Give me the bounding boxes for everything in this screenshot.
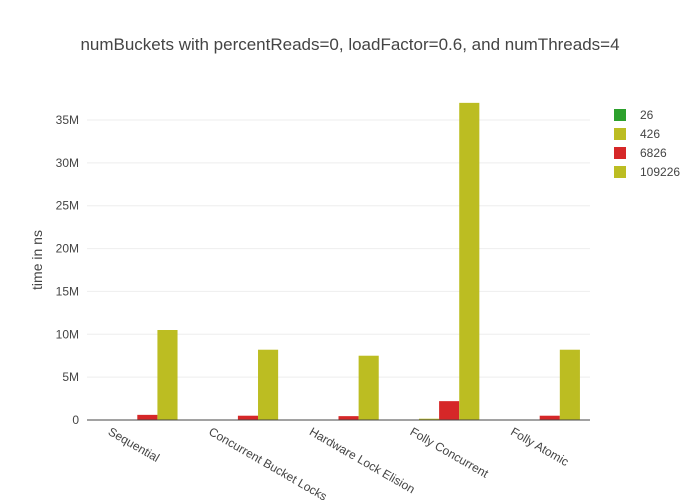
x-axis-ticks: Sequential Concurrent Bucket LocksHardwar… [106,424,571,500]
bars [97,102,580,420]
legend-swatch [614,128,626,140]
y-tick-label: 0 [72,413,79,427]
bar [137,414,158,420]
legend-label: 109226 [640,165,680,179]
chart-title: numBuckets with percentReads=0, loadFact… [80,35,619,54]
y-tick-label: 5M [62,370,79,384]
bar [358,355,379,420]
legend-swatch [614,166,626,178]
bar [559,349,580,420]
x-tick-label: Folly Concurrent [408,424,492,480]
x-tick-label: Folly Atomic [508,424,571,468]
y-tick-label: 15M [56,284,79,298]
legend-label: 6826 [640,146,667,160]
y-tick-label: 25M [56,199,79,213]
legend-label: 26 [640,108,654,122]
y-tick-label: 30M [56,156,79,170]
bar [418,418,440,420]
legend-swatch [614,109,626,121]
legend-swatch [614,147,626,159]
y-axis-title: time in ns [29,230,45,290]
bar [459,102,480,420]
bar [237,415,259,420]
bar [258,349,279,420]
bar [338,416,359,420]
legend: 26 426 6826 109226 [614,108,680,179]
y-tick-label: 35M [56,113,79,127]
x-tick-label: Hardware Lock Elision [307,424,417,496]
x-tick-label: Sequential [106,424,162,464]
y-tick-label: 10M [56,327,79,341]
bar [157,330,178,420]
y-tick-label: 20M [56,242,79,256]
legend-label: 426 [640,127,660,141]
bar [439,401,460,420]
bar [539,415,560,420]
y-axis-ticks: 0 5M 10M 15M 20M 25M 30M 35M [56,113,80,427]
